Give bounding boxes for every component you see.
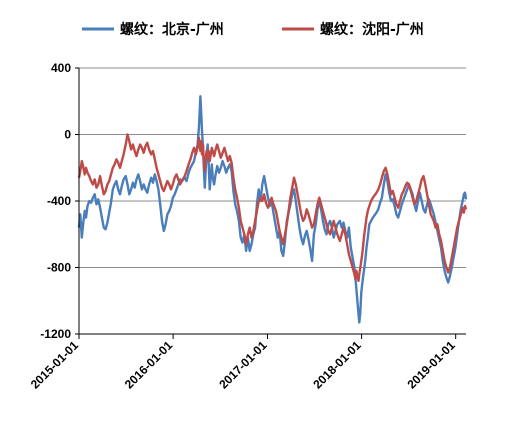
x-tick-label: 2016-01-01 [122, 338, 176, 392]
x-axis-ticks: 2015-01-01 2016-01-01 2017-01-01 2018-01-01… [28, 334, 458, 392]
y-tick-label: -1200 [40, 327, 71, 341]
legend-label-series-1: 螺纹：北京-广州 [120, 21, 224, 38]
axes [78, 68, 466, 335]
y-tick-label: -400 [47, 194, 71, 208]
x-tick-label: 2015-01-01 [28, 338, 82, 392]
y-axis-ticks: 400 0 -400 -800 -1200 [40, 61, 79, 341]
legend: 螺纹：北京-广州 螺纹：沈阳-广州 [82, 21, 424, 38]
series-line-2 [77, 133, 468, 282]
series-line-1 [77, 95, 468, 324]
y-tick-label: 0 [64, 128, 71, 142]
x-tick-label: 2019-01-01 [405, 338, 459, 392]
x-tick-label: 2017-01-01 [216, 338, 270, 392]
legend-label-series-2: 螺纹：沈阳-广州 [320, 21, 424, 38]
y-gridlines [79, 67, 466, 268]
x-tick-label: 2018-01-01 [310, 338, 364, 392]
y-tick-label: -800 [47, 261, 71, 275]
y-tick-label: 400 [51, 61, 71, 75]
series-layer [77, 95, 468, 324]
